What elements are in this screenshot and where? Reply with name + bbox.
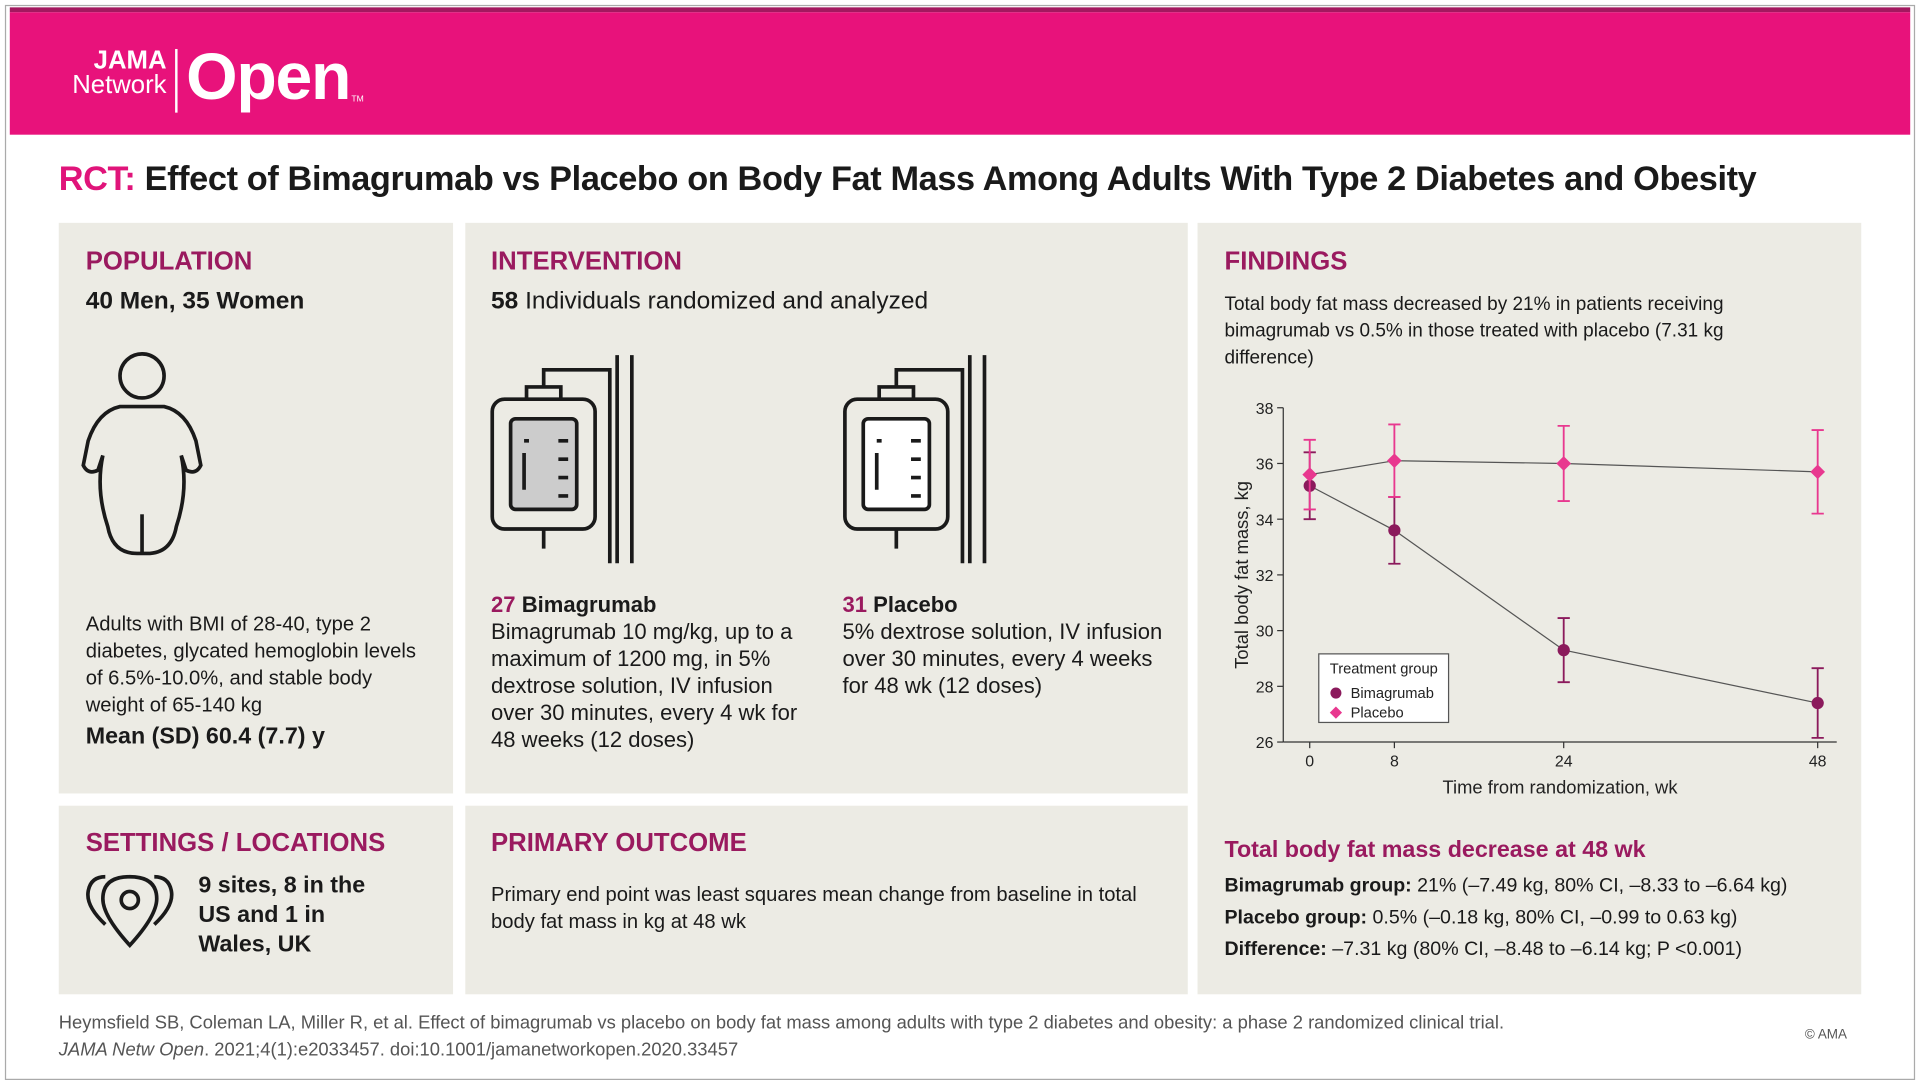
summary: 58 Individuals randomized and analyzed — [491, 288, 928, 315]
top-stripe — [9, 7, 1911, 13]
brand-divider — [175, 48, 178, 113]
arm-count: 27 — [491, 592, 516, 618]
result-text: 21% (–7.49 kg, 80% CI, –8.33 to –6.64 kg… — [1417, 875, 1788, 897]
results-heading: Total body fat mass decrease at 48 wk — [1224, 837, 1646, 864]
citation-line: Heymsfield SB, Coleman LA, Miller R, et … — [58, 1012, 1505, 1034]
header-band — [9, 12, 1911, 135]
citation: Heymsfield SB, Coleman LA, Miller R, et … — [59, 1010, 1651, 1064]
result-row: Bimagrumab group: 21% (–7.49 kg, 80% CI,… — [1224, 871, 1787, 903]
x-tick-label: 0 — [1305, 754, 1314, 771]
legend-label: Placebo — [1351, 706, 1404, 722]
y-tick-label: 34 — [1256, 512, 1274, 529]
result-label: Bimagrumab group: — [1224, 875, 1412, 897]
intervention-panel — [465, 222, 1188, 794]
brand-bottom: Network — [72, 71, 167, 100]
chart: 26 28 30 32 34 36 38 0 8 24 48 Time from randomizat… — [1231, 401, 1837, 797]
point — [1387, 453, 1402, 469]
y-tick-label: 32 — [1256, 568, 1274, 585]
result-label: Placebo group: — [1224, 907, 1368, 929]
x-tick-label: 8 — [1390, 754, 1399, 771]
arm-name: Bimagrumab — [521, 592, 657, 618]
settings-panel — [58, 805, 454, 995]
outcome-panel — [465, 805, 1188, 995]
result-text: –7.31 kg (80% CI, –8.48 to –6.14 kg; P <… — [1332, 939, 1743, 961]
heading: POPULATION — [85, 247, 253, 276]
heading: FINDINGS — [1224, 247, 1348, 276]
settings-text: 9 sites, 8 in the US and 1 in Wales, UK — [198, 873, 366, 958]
point — [1811, 696, 1824, 710]
brand-main: Open — [186, 40, 351, 114]
arm-title: 31 Placebo — [842, 591, 957, 618]
journal: JAMA Netw Open — [58, 1039, 205, 1061]
point — [1556, 456, 1572, 471]
point — [1302, 467, 1318, 482]
outcome-text: Primary end point was least squares mean… — [491, 884, 1137, 934]
copyright: © AMA — [1804, 1027, 1848, 1043]
summary-text: Individuals randomized and analyzed — [525, 287, 929, 315]
point — [1388, 524, 1401, 537]
person-icon — [81, 352, 203, 556]
arm-title: 27 Bimagrumab — [491, 591, 656, 618]
result-label: Difference: — [1224, 939, 1327, 961]
y-tick-label: 30 — [1256, 624, 1274, 641]
arm-name: Placebo — [873, 592, 958, 618]
population-panel — [58, 222, 454, 794]
trademark: TM — [351, 95, 364, 105]
result-text: 0.5% (–0.18 kg, 80% CI, –0.99 to 0.63 kg… — [1372, 907, 1738, 929]
iv-bag-icon — [490, 355, 634, 564]
y-axis-label: Total body fat mass, kg — [1231, 481, 1252, 669]
heading: PRIMARY OUTCOME — [491, 828, 747, 858]
legend-title: Treatment group — [1330, 661, 1438, 677]
title-prefix: RCT: — [58, 159, 136, 198]
y-tick-label: 38 — [1256, 401, 1274, 418]
arm-description: Bimagrumab 10 mg/kg, up to a maximum of … — [491, 619, 798, 752]
result-row: Placebo group: 0.5% (–0.18 kg, 80% CI, –… — [1224, 902, 1787, 934]
arm-count: 31 — [842, 592, 867, 618]
brand-top: JAMA — [93, 46, 167, 75]
findings-panel — [1197, 222, 1862, 995]
legend-marker — [1330, 687, 1342, 699]
x-axis-label: Time from randomization, wk — [1443, 776, 1679, 797]
legend-marker — [1329, 706, 1343, 719]
result-row: Difference: –7.31 kg (80% CI, –8.48 to –… — [1224, 934, 1787, 966]
heading: SETTINGS / LOCATIONS — [85, 828, 386, 858]
iv-bag-icon — [843, 355, 987, 564]
title-text: Effect of Bimagrumab vs Placebo on Body … — [144, 159, 1757, 198]
citation-rest: . 2021;4(1):e2033457. doi:10.1001/jamane… — [204, 1039, 739, 1061]
series-line — [1309, 460, 1818, 476]
y-tick-label: 28 — [1256, 679, 1274, 696]
heading: INTERVENTION — [491, 247, 683, 276]
point — [1557, 643, 1570, 657]
subheading: 40 Men, 35 Women — [85, 287, 305, 315]
findings-text: Total body fat mass decreased by 21% in … — [1224, 293, 1724, 369]
series-line — [1309, 485, 1818, 704]
y-tick-label: 26 — [1256, 735, 1274, 752]
arm-description: 5% dextrose solution, IV infusion over 3… — [842, 619, 1163, 698]
frame — [4, 4, 1916, 1081]
summary-number: 58 — [491, 287, 519, 315]
mean-age: Mean (SD) 60.4 (7.7) y — [85, 723, 325, 750]
x-tick-label: 48 — [1809, 754, 1827, 771]
brand: JAMA Network — [59, 46, 167, 100]
legend-label: Bimagrumab — [1351, 686, 1434, 702]
x-tick-label: 24 — [1555, 754, 1573, 771]
citation-line: JAMA Netw Open. 2021;4(1):e2033457. doi:… — [59, 1037, 1651, 1064]
location-icon — [86, 874, 174, 949]
y-tick-label: 36 — [1256, 457, 1274, 474]
title: RCT: Effect of Bimagrumab vs Placebo on … — [59, 159, 1757, 198]
description: Adults with BMI of 28-40, type 2 diabete… — [85, 613, 416, 717]
point — [1810, 464, 1826, 480]
results: Bimagrumab group: 21% (–7.49 kg, 80% CI,… — [1224, 871, 1787, 967]
